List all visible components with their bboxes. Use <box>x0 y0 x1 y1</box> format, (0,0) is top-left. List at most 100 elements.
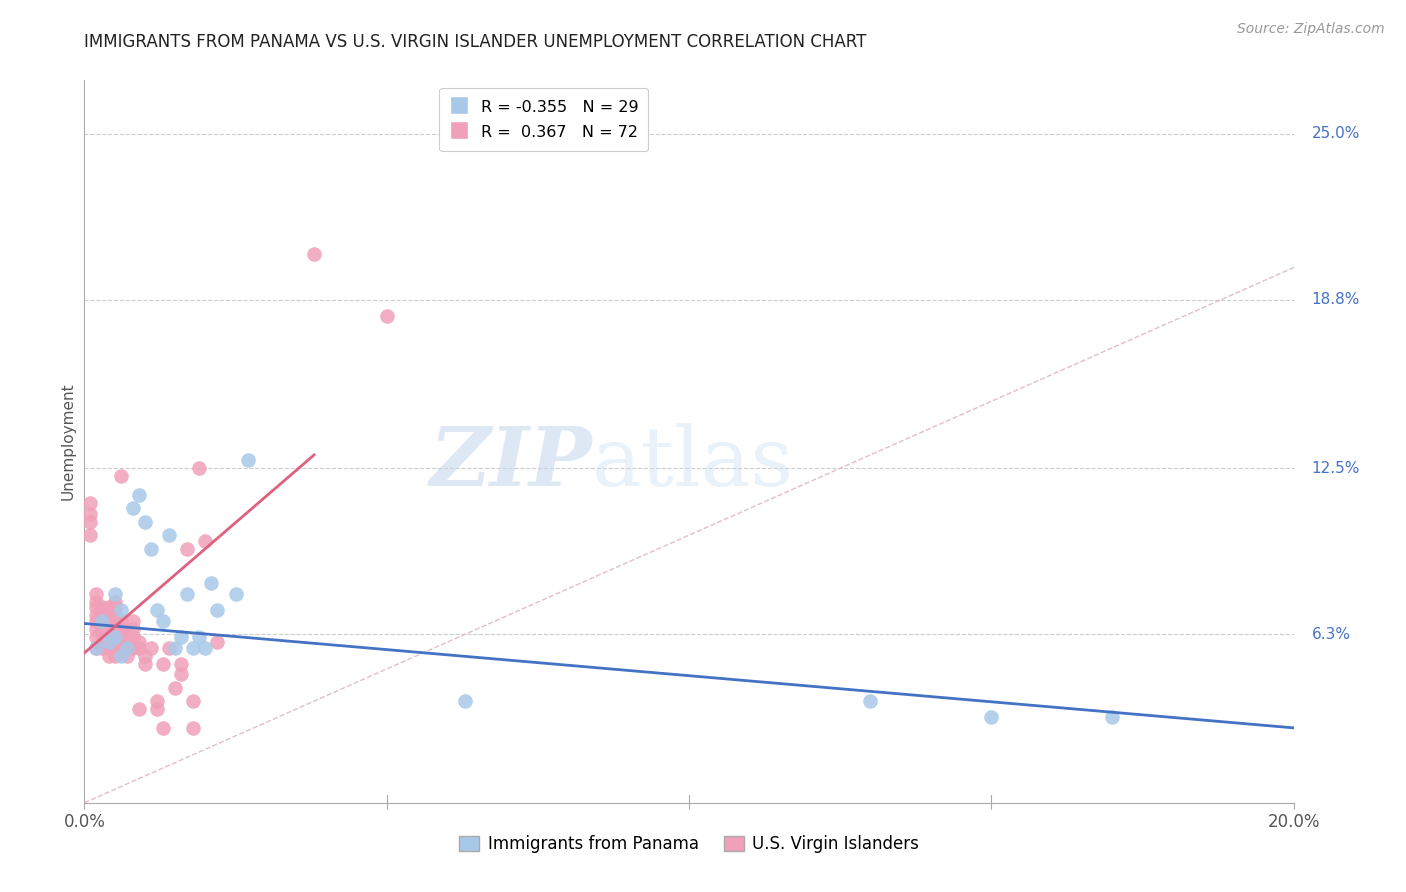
Text: Source: ZipAtlas.com: Source: ZipAtlas.com <box>1237 22 1385 37</box>
Point <box>91 635 114 649</box>
Point <box>188 630 211 644</box>
Point <box>104 614 127 628</box>
Point <box>139 541 162 556</box>
Point <box>115 640 138 655</box>
Point <box>980 710 1002 724</box>
Point <box>79 528 101 542</box>
Point <box>207 603 229 617</box>
Point <box>152 614 174 628</box>
Point <box>176 541 198 556</box>
Text: IMMIGRANTS FROM PANAMA VS U.S. VIRGIN ISLANDER UNEMPLOYMENT CORRELATION CHART: IMMIGRANTS FROM PANAMA VS U.S. VIRGIN IS… <box>84 33 866 52</box>
Point <box>121 630 143 644</box>
Point <box>104 587 127 601</box>
Point <box>86 622 108 636</box>
Point <box>97 640 120 655</box>
Point <box>91 622 114 636</box>
Point <box>86 614 108 628</box>
Point <box>91 614 114 628</box>
Point <box>115 640 138 655</box>
Point <box>86 630 108 644</box>
Point <box>128 635 150 649</box>
Legend: Immigrants from Panama, U.S. Virgin Islanders: Immigrants from Panama, U.S. Virgin Isla… <box>453 828 925 860</box>
Point <box>128 488 150 502</box>
Point <box>157 528 180 542</box>
Point <box>170 667 193 681</box>
Point <box>97 608 120 623</box>
Point <box>110 635 132 649</box>
Text: 6.3%: 6.3% <box>1312 627 1351 641</box>
Point <box>97 614 120 628</box>
Point <box>104 627 127 641</box>
Text: 25.0%: 25.0% <box>1312 127 1360 141</box>
Point <box>104 595 127 609</box>
Point <box>225 587 247 601</box>
Point <box>86 587 108 601</box>
Point <box>134 657 156 671</box>
Point <box>181 721 204 735</box>
Point <box>165 681 187 695</box>
Point <box>86 640 108 655</box>
Point <box>91 640 114 655</box>
Point <box>139 640 162 655</box>
Point <box>91 600 114 615</box>
Text: ZIP: ZIP <box>430 423 592 503</box>
Point <box>115 648 138 663</box>
Point <box>121 614 143 628</box>
Point <box>1101 710 1123 724</box>
Point <box>104 608 127 623</box>
Point <box>454 694 477 708</box>
Text: atlas: atlas <box>592 423 794 503</box>
Point <box>302 247 325 261</box>
Point <box>79 515 101 529</box>
Point <box>207 635 229 649</box>
Point <box>104 622 127 636</box>
Point <box>181 640 204 655</box>
Point <box>375 309 398 323</box>
Point <box>110 640 132 655</box>
Point <box>134 648 156 663</box>
Point <box>859 694 882 708</box>
Point <box>121 622 143 636</box>
Point <box>97 648 120 663</box>
Point <box>110 469 132 483</box>
Point <box>110 627 132 641</box>
Point <box>152 657 174 671</box>
Point <box>236 453 259 467</box>
Point <box>194 640 217 655</box>
Point <box>152 721 174 735</box>
Point <box>91 608 114 623</box>
Point <box>104 648 127 663</box>
Point <box>170 630 193 644</box>
Point <box>91 627 114 641</box>
Point <box>97 635 120 649</box>
Point <box>200 576 222 591</box>
Point <box>157 640 180 655</box>
Point <box>165 640 187 655</box>
Point <box>121 640 143 655</box>
Point <box>110 648 132 663</box>
Point <box>104 635 127 649</box>
Point <box>146 603 169 617</box>
Point <box>110 603 132 617</box>
Point <box>86 640 108 655</box>
Point <box>146 702 169 716</box>
Point <box>86 608 108 623</box>
Point <box>97 622 120 636</box>
Point <box>115 622 138 636</box>
Point <box>79 496 101 510</box>
Text: 12.5%: 12.5% <box>1312 461 1360 475</box>
Y-axis label: Unemployment: Unemployment <box>60 383 76 500</box>
Point <box>86 595 108 609</box>
Point <box>104 600 127 615</box>
Point <box>104 640 127 655</box>
Point <box>134 515 156 529</box>
Point <box>181 694 204 708</box>
Point <box>115 630 138 644</box>
Point <box>146 694 169 708</box>
Point <box>86 600 108 615</box>
Point <box>121 501 143 516</box>
Point <box>110 614 132 628</box>
Point <box>97 627 120 641</box>
Text: 18.8%: 18.8% <box>1312 293 1360 307</box>
Point <box>188 461 211 475</box>
